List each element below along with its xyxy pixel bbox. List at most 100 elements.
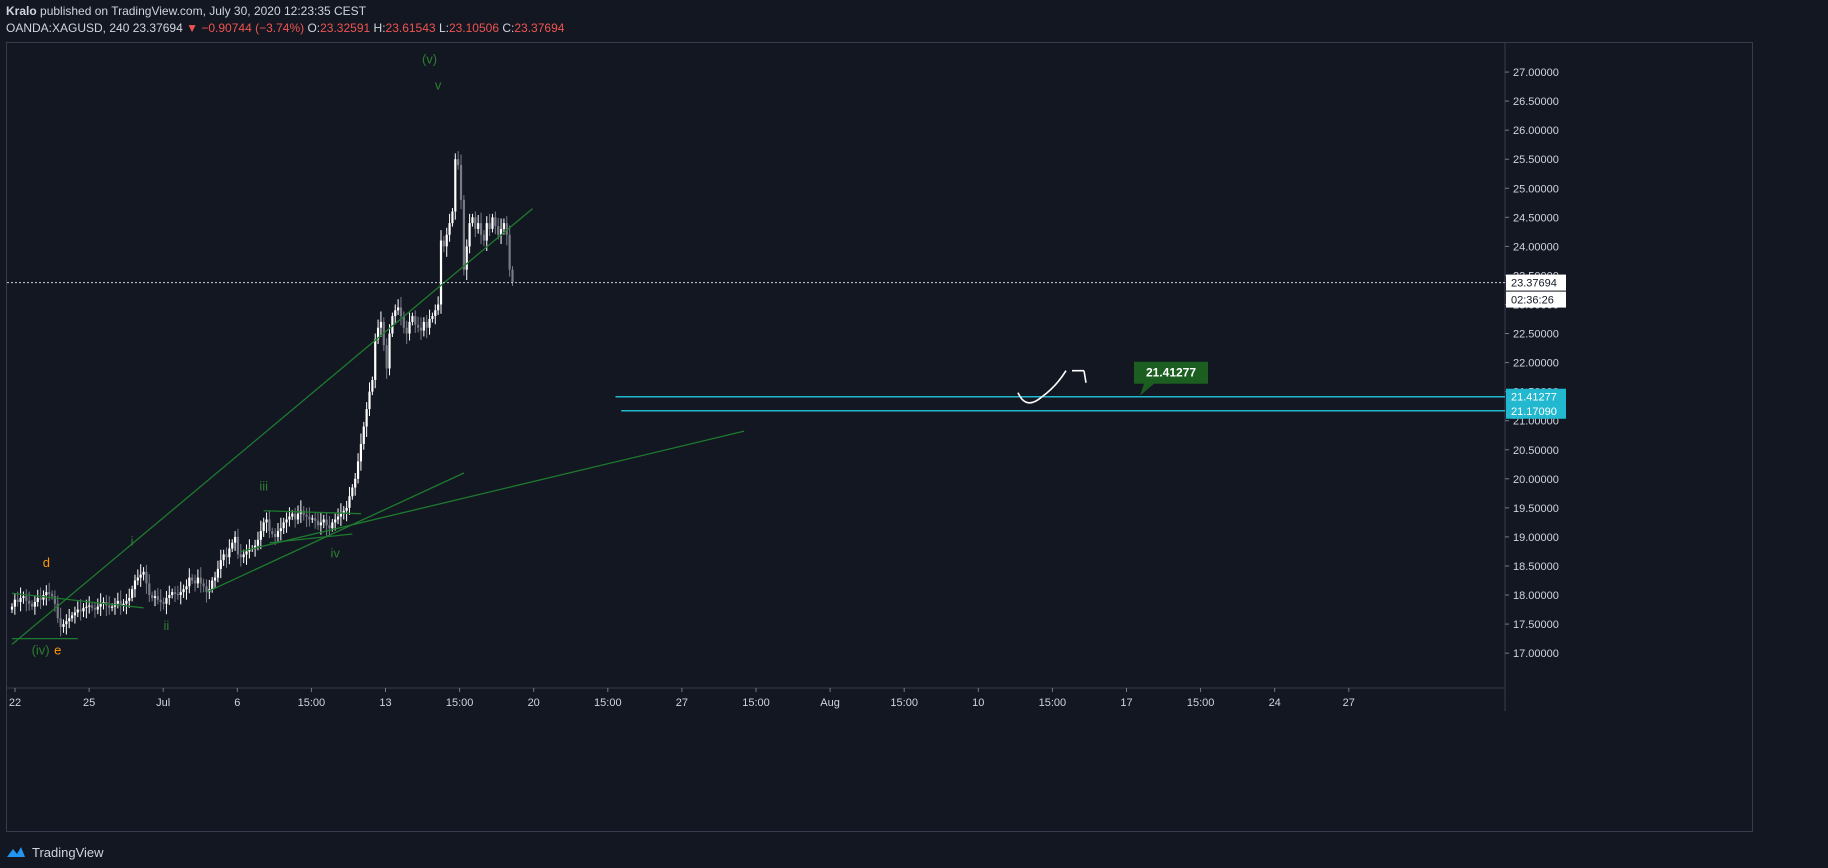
candle-body (128, 597, 131, 601)
close-value: 23.37694 (514, 21, 565, 35)
footer-brand[interactable]: TradingView (32, 844, 104, 860)
candle-body (93, 607, 97, 610)
x-tick-label: 15:00 (742, 697, 770, 709)
target-callout (1134, 361, 1208, 396)
candle-body (173, 592, 177, 594)
candle-body (422, 321, 425, 331)
candle-body (288, 516, 291, 520)
candle-body (90, 605, 94, 608)
candle-body (116, 600, 119, 604)
open-label: O: (307, 21, 321, 35)
candle-body (153, 596, 157, 598)
x-tick-label: 25 (83, 697, 95, 709)
candle-body (125, 600, 128, 604)
projection-arrow (1017, 370, 1067, 404)
candle-body (85, 606, 88, 608)
candle-body (274, 534, 277, 537)
candle-body (296, 513, 300, 520)
candle-body (111, 606, 114, 608)
y-tick-label: 26.50000 (1513, 96, 1559, 108)
candle-body (188, 577, 191, 587)
wave-label: i (131, 534, 134, 549)
candle-body (108, 605, 111, 608)
x-tick-label: 15:00 (446, 697, 474, 709)
candle-body (36, 597, 39, 602)
candle-body (179, 592, 182, 596)
y-tick-label: 19.00000 (1513, 532, 1559, 544)
candle-body (414, 316, 417, 325)
candle-body (10, 606, 14, 610)
candles-group (10, 151, 514, 637)
candle-body (185, 586, 188, 590)
candle-body (439, 240, 443, 305)
candle-body (259, 531, 262, 540)
wave-label: iii (259, 478, 268, 493)
candle-body (468, 223, 471, 247)
author-name[interactable]: Kralo (6, 4, 37, 18)
candle-body (491, 217, 494, 229)
candle-body (33, 602, 36, 607)
y-tick-label: 19.50000 (1513, 503, 1559, 515)
y-tick-label: 20.00000 (1513, 474, 1559, 486)
candle-body (294, 513, 297, 520)
candle-body (262, 522, 265, 532)
candle-body (199, 577, 202, 584)
candle-body (408, 321, 411, 334)
candle-body (88, 605, 91, 607)
candle-body (165, 597, 168, 604)
candle-body (442, 240, 445, 247)
candle-body (222, 554, 225, 561)
candle-body (339, 513, 342, 517)
countdown-tag (1506, 291, 1566, 308)
candle-body (325, 519, 328, 526)
y-tick-label: 26.00000 (1513, 125, 1559, 137)
candle-body (351, 487, 354, 497)
y-tick-label: 22.50000 (1513, 329, 1559, 341)
candle-body (30, 603, 34, 607)
candle-body (388, 333, 391, 369)
tradingview-logo-icon[interactable] (6, 845, 26, 859)
candle-body (62, 624, 65, 627)
candle-body (511, 269, 514, 283)
candle-body (139, 574, 142, 578)
y-tick-label: 20.50000 (1513, 445, 1559, 457)
candle-body (22, 596, 25, 598)
candle-body (494, 217, 497, 227)
candle-body (502, 223, 506, 229)
candle-body (399, 307, 403, 317)
candle-body (159, 599, 162, 602)
level-price-label: 21.41277 (1511, 392, 1557, 404)
y-tick-label: 18.50000 (1513, 561, 1559, 573)
y-tick-label: 17.50000 (1513, 619, 1559, 631)
candle-body (70, 615, 74, 619)
wave-label: v (435, 77, 442, 92)
candle-body (359, 443, 363, 462)
candle-body (454, 159, 457, 212)
candle-body (148, 583, 151, 596)
candle-body (28, 600, 31, 604)
candle-body (322, 519, 325, 523)
candle-body (314, 518, 317, 521)
candle-body (151, 595, 154, 598)
candle-body (256, 539, 260, 546)
candle-body (156, 596, 159, 600)
candle-body (142, 571, 145, 575)
candle-body (236, 536, 240, 555)
candle-body (276, 531, 280, 537)
candle-body (82, 607, 85, 612)
x-tick-label: 15:00 (890, 697, 918, 709)
candle-body (271, 531, 274, 535)
candle-body (379, 321, 383, 328)
x-tick-label: 6 (234, 697, 240, 709)
wave-label: (iv) (32, 642, 50, 657)
candle-body (348, 496, 351, 508)
candle-body (291, 513, 294, 517)
x-tick-label: 15:00 (298, 697, 326, 709)
chart-frame[interactable] (6, 42, 1753, 832)
y-tick-label: 24.00000 (1513, 241, 1559, 253)
candle-body (391, 316, 394, 334)
candle-body (497, 226, 500, 235)
candle-body (191, 577, 194, 581)
candle-body (405, 327, 408, 334)
